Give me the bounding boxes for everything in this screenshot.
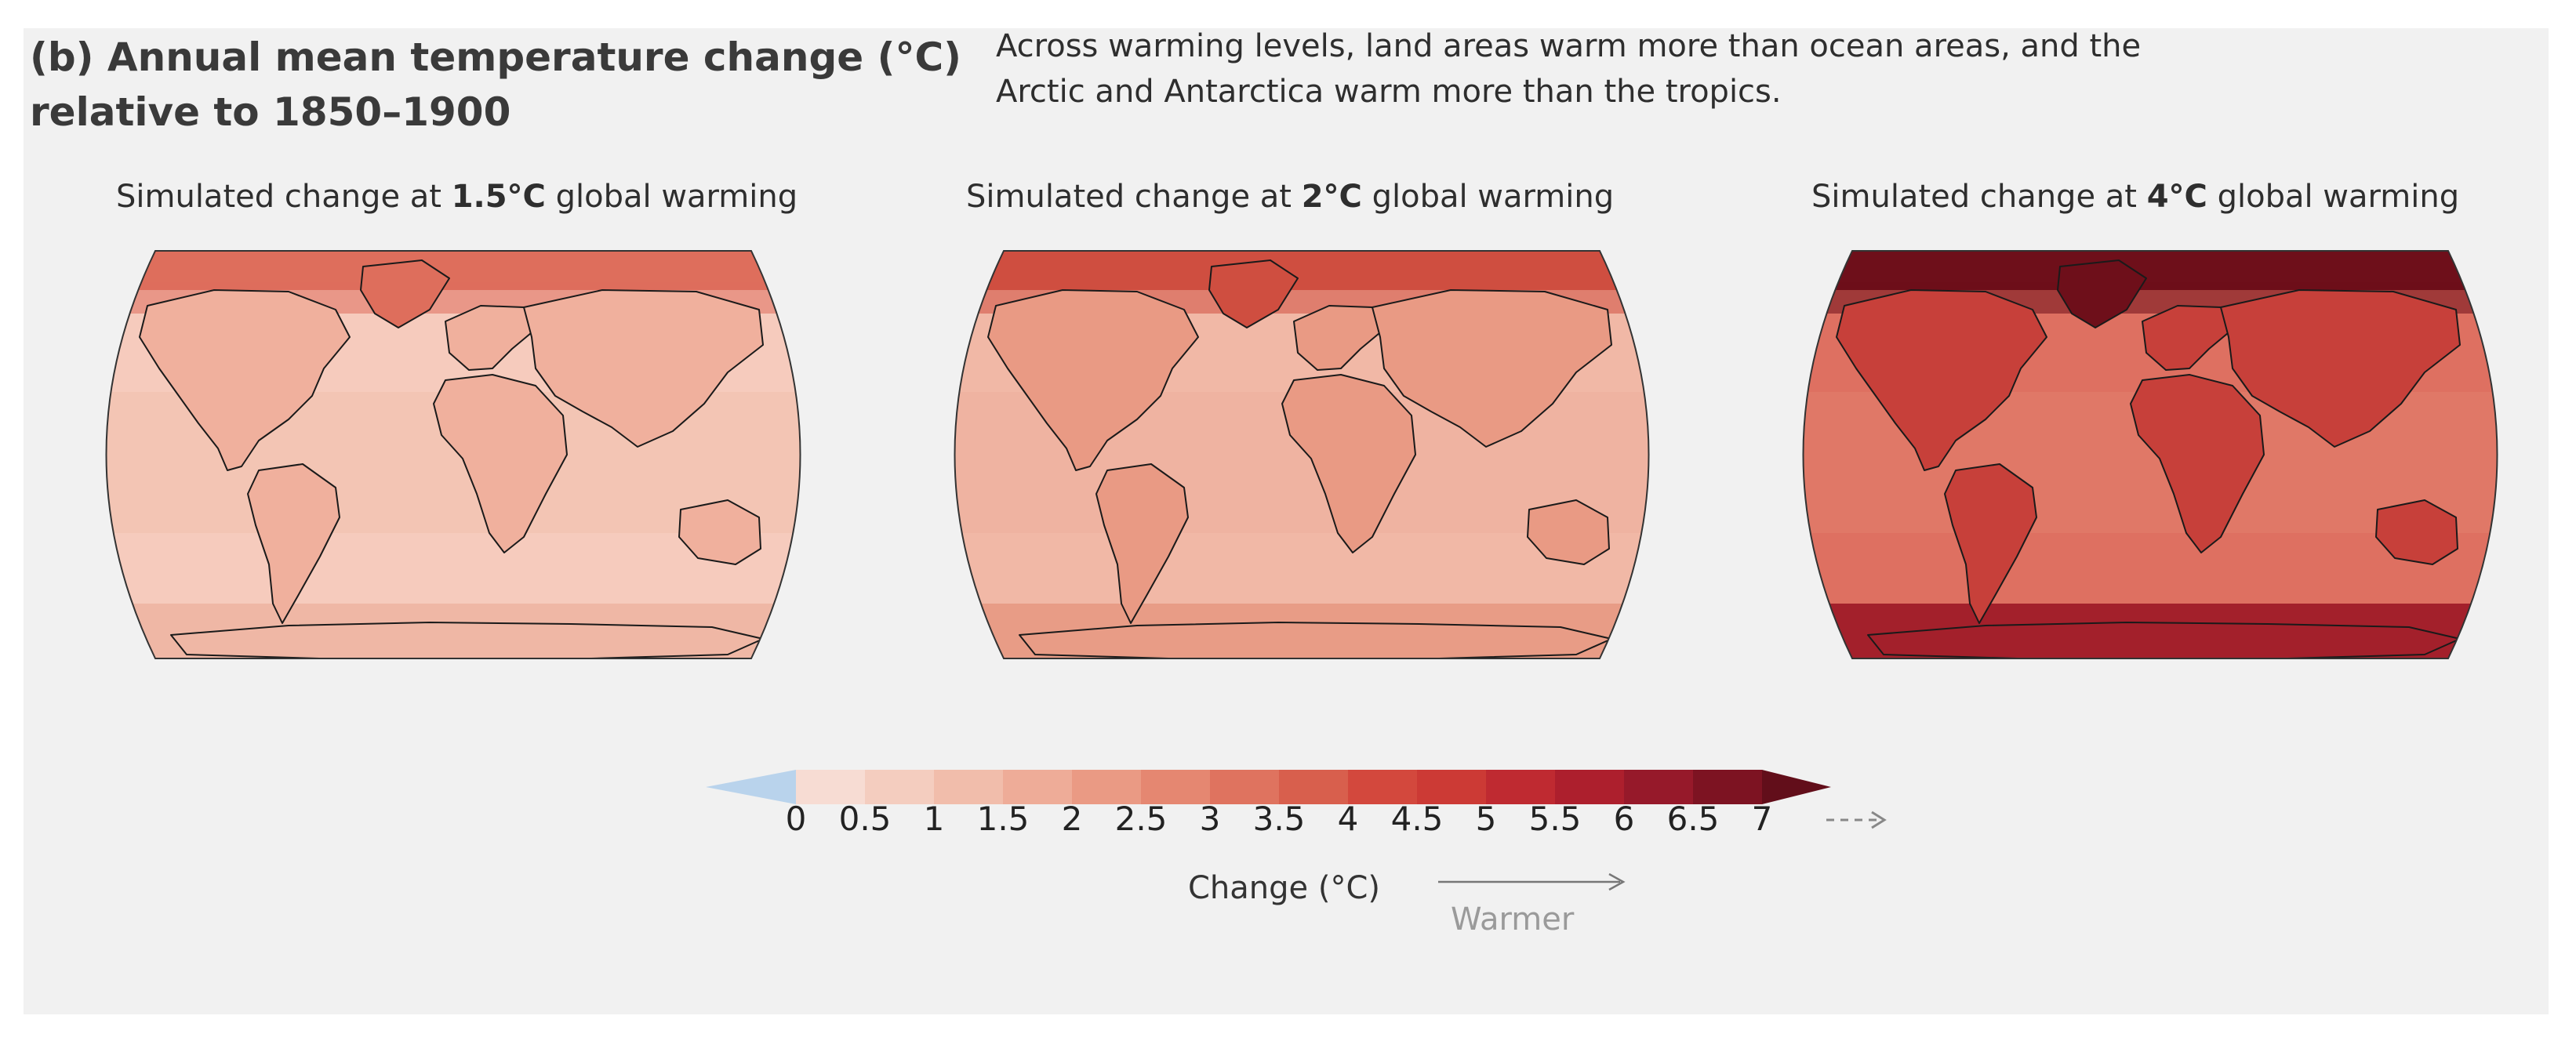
colorbar-segment-6 [1210,770,1279,804]
world-map-2c [954,250,1650,659]
map-outline [954,250,1650,659]
colorbar-tick-label: 2 [1061,800,1083,838]
colorbar-tick-label: 0.5 [838,800,892,838]
world-map-4c [1802,250,2498,659]
continent-antarctica [170,622,764,658]
colorbar-segment-3 [1003,770,1072,804]
colorbar-segment-10 [1486,770,1555,804]
figure-caption: Across warming levels, land areas warm m… [996,24,2251,114]
colorbar-tick-label: 3.5 [1252,800,1306,838]
colorbar-tick-label: 1.5 [976,800,1030,838]
continent-africa [2130,374,2265,553]
map-label-2c: Simulated change at 2°C global warming [966,179,1615,215]
continent-australia [2375,499,2458,565]
colorbar-segment-13 [1693,770,1762,804]
continent-greenland [1208,259,1299,328]
colorbar-segment-2 [934,770,1003,804]
colorbar-segment-5 [1141,770,1210,804]
colorbar-tick-label: 4 [1337,800,1359,838]
map-outline [1802,250,2498,659]
continent-south-america [247,463,340,624]
colorbar-segment-14 [1762,770,1831,804]
colorbar-tick-label: 7 [1751,800,1773,838]
continent-australia [678,499,761,565]
title-line-2: relative to 1850–1900 [30,89,511,135]
continent-australia [1527,499,1610,565]
continent-south-america [1095,463,1189,624]
warmer-label: Warmer [1451,901,1575,938]
colorbar-tick-label: 0 [785,800,807,838]
dashed-arrow-icon [1826,811,1887,829]
colorbar-segment-12 [1624,770,1693,804]
colorbar-segment-0 [796,770,865,804]
continent-greenland [2057,259,2147,328]
continent-north-america [1836,289,2047,471]
continent-south-america [1944,463,2037,624]
colorbar-tick-label: 5 [1475,800,1497,838]
continent-north-america [987,289,1199,471]
continent-asia [523,289,764,448]
colorbar-segment-8 [1348,770,1417,804]
map-label-4c: Simulated change at 4°C global warming [1811,179,2460,215]
title-line-1: (b) Annual mean temperature change (°C) [30,34,961,80]
colorbar-tick-label: 3 [1199,800,1221,838]
continent-asia [1372,289,1612,448]
map-outline [105,250,801,659]
colorbar [706,770,1831,804]
arctic-band [954,251,1649,290]
colorbar-below-zero-triangle [706,770,796,804]
continent-antarctica [1867,622,2461,658]
arctic-band [1803,251,2498,290]
colorbar-title: Change (°C) [1188,870,1380,906]
colorbar-tick-label: 5.5 [1528,800,1582,838]
colorbar-tick-label: 4.5 [1390,800,1444,838]
right-arrow-icon [1438,872,1626,891]
colorbar-tick-label: 1 [923,800,945,838]
colorbar-segment-7 [1279,770,1348,804]
continent-north-america [139,289,351,471]
colorbar-segment-4 [1072,770,1141,804]
continent-africa [433,374,568,553]
caption-line-2: Arctic and Antarctica warm more than the… [996,74,1782,110]
colorbar-segment-1 [865,770,934,804]
colorbar-tick-label: 6 [1613,800,1635,838]
world-map-1-5c [105,250,801,659]
colorbar-tick-label: 2.5 [1114,800,1168,838]
continent-greenland [360,259,450,328]
map-label-1-5c: Simulated change at 1.5°C global warming [116,179,798,215]
arctic-band [106,251,801,290]
continent-asia [2220,289,2461,448]
continent-antarctica [1019,622,1612,658]
figure-title: (b) Annual mean temperature change (°C) … [30,30,961,140]
continent-europe [445,305,536,371]
continent-europe [2142,305,2233,371]
colorbar-segment-11 [1555,770,1624,804]
caption-line-1: Across warming levels, land areas warm m… [996,28,2142,64]
continent-europe [1293,305,1385,371]
colorbar-tick-label: 6.5 [1666,800,1720,838]
colorbar-segment-9 [1417,770,1486,804]
continent-africa [1281,374,1416,553]
